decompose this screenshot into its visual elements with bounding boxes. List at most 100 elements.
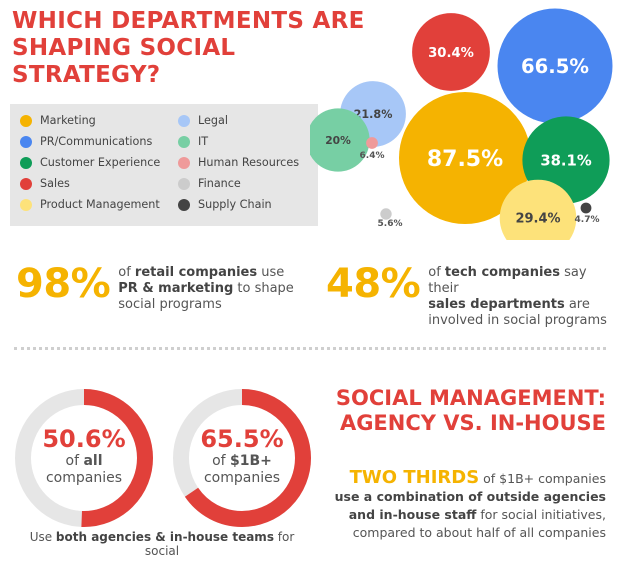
- mgmt-bold-2: and in-house staff: [348, 507, 477, 522]
- legend-item: Supply Chain: [178, 198, 272, 211]
- legend-label: PR/Communications: [40, 135, 153, 148]
- ring-1b-companies: [173, 389, 311, 527]
- legend-label: Supply Chain: [198, 198, 272, 211]
- ring-caption: Use both agencies & in-house teams for s…: [14, 530, 310, 558]
- stat-tech-text-3: are: [564, 297, 590, 312]
- legend-item: IT: [178, 135, 208, 148]
- legend-swatch: [20, 198, 32, 211]
- bubble-it: [310, 108, 370, 172]
- mgmt-text-2: for social initiatives,: [476, 507, 606, 522]
- stat-retail-text-3: to shape: [233, 281, 294, 296]
- title-line-2: SHAPING SOCIAL STRATEGY?: [12, 35, 236, 88]
- stat-tech-text: of tech companies say their sales depart…: [428, 265, 618, 329]
- legend-label: Product Management: [40, 198, 160, 211]
- bubble-finance: [380, 208, 392, 220]
- bubble-value-label: 38.1%: [540, 152, 592, 169]
- mgmt-text-3: compared to about half of all companies: [352, 525, 606, 540]
- mgmt-lead: TWO THIRDS: [349, 467, 480, 488]
- legend-label: Sales: [40, 177, 70, 190]
- mgmt-title-line-1: SOCIAL MANAGEMENT:: [335, 386, 606, 410]
- bubble-product-management: [499, 179, 577, 240]
- ring-1b-line-2: companies: [203, 470, 281, 486]
- legend-swatch: [178, 177, 190, 190]
- legend-swatch: [178, 114, 190, 127]
- legend-label: Finance: [198, 177, 241, 190]
- stat-retail-bold-1: retail companies: [134, 265, 258, 280]
- ring-all-companies: [15, 389, 153, 527]
- legend-item: Marketing: [20, 114, 96, 127]
- legend-swatch: [178, 135, 190, 148]
- bubble-chart: 87.5% 66.5% 38.1% 30.4% 29.4% 21.8%20% 6.4% 5.6…: [310, 8, 613, 240]
- title-line-1: WHICH DEPARTMENTS ARE: [12, 8, 365, 34]
- stat-tech: 48% of tech companies say their sales de…: [326, 262, 618, 329]
- ring-all-fill: [15, 389, 153, 527]
- stat-retail: 98% of retail companies use PR & marketi…: [16, 262, 294, 313]
- ring-all-line-2: companies: [45, 470, 123, 486]
- bubble-value-label: 87.5%: [427, 147, 503, 172]
- stat-tech-text-2: say their: [428, 265, 587, 296]
- ring-caption-text-2: for social: [144, 530, 295, 558]
- bubble-value-label: 30.4%: [428, 46, 474, 61]
- bubble-supply-chain: [580, 202, 592, 214]
- legend-item: Sales: [20, 177, 70, 190]
- legend-item: Legal: [178, 114, 228, 127]
- bubble-pr-communications: [497, 8, 613, 124]
- ring-all-label: 50.6% of all companies: [14, 425, 154, 487]
- ring-1b-fill: [173, 389, 311, 527]
- mgmt-bold-1: use a combination of outside agencies: [334, 489, 606, 504]
- section-divider: [14, 347, 606, 350]
- stat-retail-text-1: of: [118, 265, 135, 280]
- stat-tech-bold-1: tech companies: [444, 265, 560, 280]
- stat-tech-text-4: involved in social programs: [428, 313, 607, 328]
- legend-item: Finance: [178, 177, 241, 190]
- mgmt-title-line-2: AGENCY VS. IN-HOUSE: [339, 411, 606, 435]
- stat-tech-percent: 48%: [326, 261, 421, 307]
- legend-label: Marketing: [40, 114, 96, 127]
- bubble-human-resources: [366, 137, 378, 149]
- bubble-value-label: 5.6%: [378, 219, 403, 229]
- mgmt-title: SOCIAL MANAGEMENT: AGENCY VS. IN-HOUSE: [306, 386, 606, 436]
- legend-swatch: [20, 114, 32, 127]
- legend-label: IT: [198, 135, 209, 148]
- legend-swatch: [20, 177, 32, 190]
- legend-swatch: [20, 156, 32, 169]
- bubble-value-label: 6.4%: [360, 151, 385, 161]
- ring-1b-bold: $1B+: [230, 453, 272, 469]
- ring-caption-bold: both agencies & in-house teams: [55, 530, 274, 544]
- mgmt-text: TWO THIRDS of $1B+ companies use a combi…: [306, 469, 606, 542]
- legend-swatch: [178, 156, 190, 169]
- legend-label: Customer Experience: [40, 156, 161, 169]
- legend-swatch: [178, 198, 190, 211]
- ring-all-line-1: of all: [14, 453, 154, 470]
- legend: Marketing PR/Communications Customer Exper…: [10, 104, 318, 226]
- chart-title: WHICH DEPARTMENTS ARE SHAPING SOCIAL STR…: [12, 8, 392, 89]
- ring-1b-line-1: of $1B+: [172, 453, 312, 470]
- legend-item: PR/Communications: [20, 135, 152, 148]
- bubble-sales: [412, 13, 490, 91]
- legend-item: Customer Experience: [20, 156, 160, 169]
- ring-all-bold: all: [83, 453, 103, 469]
- legend-label: Legal: [198, 114, 228, 127]
- legend-item: Product Management: [20, 198, 160, 211]
- stat-retail-text: of retail companies use PR & marketing t…: [118, 265, 294, 313]
- bubble-value-label: 29.4%: [515, 212, 560, 227]
- ring-all-percent: 50.6%: [42, 425, 126, 453]
- mgmt-text-1: of $1B+ companies: [479, 471, 606, 486]
- ring-1b-of: of: [212, 453, 231, 469]
- legend-label: Human Resources: [198, 156, 300, 169]
- legend-swatch: [20, 135, 32, 148]
- bubble-marketing: [399, 92, 531, 224]
- ring-1b-percent: 65.5%: [200, 425, 284, 453]
- bubble-value-label: 21.8%: [354, 108, 393, 121]
- bubble-value-label: 66.5%: [521, 55, 589, 78]
- bubble-value-label: 4.7%: [575, 215, 600, 225]
- stat-tech-bold-2: sales departments: [428, 297, 565, 312]
- stat-retail-percent: 98%: [16, 261, 111, 307]
- stat-retail-text-2: use: [257, 265, 285, 280]
- ring-1b-label: 65.5% of $1B+ companies: [172, 425, 312, 487]
- stat-retail-text-4: social programs: [118, 297, 222, 312]
- ring-caption-text-1: Use: [29, 530, 56, 544]
- stat-retail-bold-2: PR & marketing: [118, 281, 234, 296]
- stat-tech-text-1: of: [428, 265, 445, 280]
- bubble-value-label: 20%: [325, 134, 351, 147]
